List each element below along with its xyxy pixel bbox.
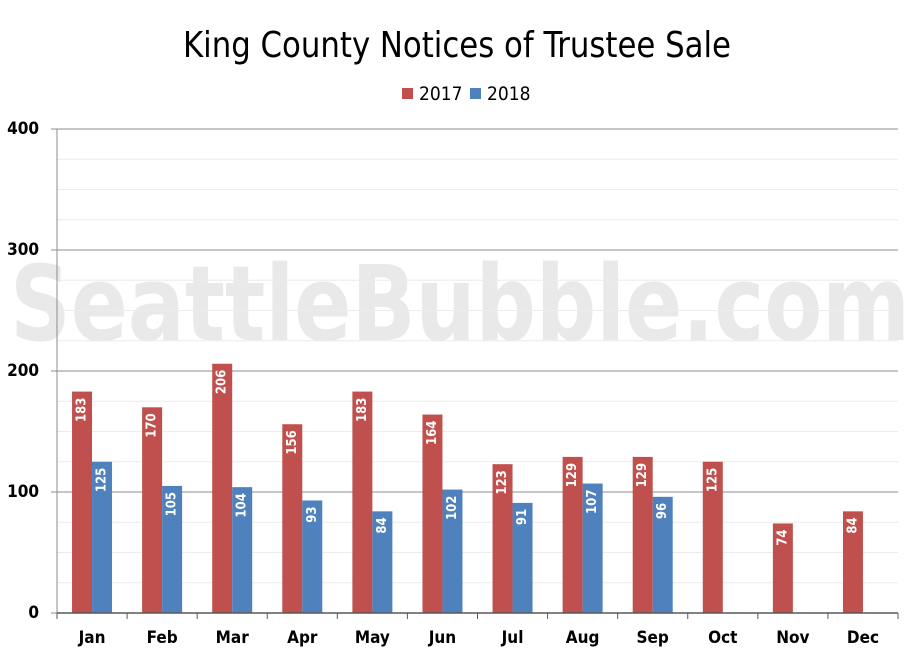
bar-2017-mar [212,363,233,613]
legend-swatch-2017 [402,88,413,99]
data-label-2017-dec: 84 [845,517,860,533]
data-label-2017-jun: 164 [425,421,440,445]
x-tick-label: Feb [147,628,178,648]
data-label-2018-feb: 105 [165,492,180,516]
data-label-2018-jan: 125 [95,468,110,492]
bar-2018-sep [652,496,673,613]
legend-swatch-2018 [470,88,481,99]
gridlines [57,128,898,584]
x-tick-label: Jun [428,628,456,648]
bar-2017-oct [702,461,723,613]
bar-2018-jun [442,489,463,613]
bar-2018-aug [582,483,603,613]
data-label-2017-oct: 125 [705,468,720,492]
y-tick-label: 300 [7,240,39,260]
x-tick-label: Jan [78,628,106,648]
data-label-2017-nov: 74 [775,529,790,545]
bar-2018-mar [232,487,253,613]
data-label-2018-jul: 91 [515,509,530,525]
x-tick-label: Aug [566,628,600,648]
data-label-2018-sep: 96 [655,503,670,519]
data-label-2018-aug: 107 [585,490,600,514]
data-label-2017-may: 183 [355,398,370,422]
bar-2018-feb [162,485,183,613]
data-label-2017-feb: 170 [145,413,160,437]
x-tick-label: Sep [637,628,669,648]
bar-2017-jan [72,391,93,613]
axes: 0 100 200 300 400 Jan Feb Mar Apr May Jun Jul Aug Sep… [7,119,899,648]
bar-2018-jul [512,502,533,613]
x-tick-label: Mar [216,628,250,648]
bar-2017-jul [492,464,513,613]
data-label-2017-jul: 123 [495,470,510,494]
bars: 183 125 170 105 206 104 156 93 183 84 164 102 123 91 1… [72,363,863,613]
data-label-2017-mar: 206 [215,370,230,394]
x-tick-label: Dec [847,628,879,648]
chart-title: King County Notices of Trustee Sale [183,25,731,66]
data-label-2018-may: 84 [375,517,390,533]
x-tick-label: Jul [501,628,524,648]
bar-2017-sep [632,456,653,613]
data-label-2017-jan: 183 [75,398,90,422]
data-label-2017-aug: 129 [565,463,580,487]
y-tick-label: 100 [7,482,39,502]
bar-2017-dec [842,511,863,613]
legend: 2017 2018 [402,83,531,105]
bar-2017-apr [282,424,303,613]
data-label-2018-jun: 102 [445,496,460,520]
data-label-2018-mar: 104 [235,493,250,517]
x-tick-label: Oct [708,628,737,648]
bar-2018-may [372,511,393,613]
y-tick-label: 0 [28,603,39,623]
y-tick-label: 400 [7,119,39,139]
x-tick-label: May [355,628,390,648]
bar-2017-may [352,391,373,613]
bar-2017-nov [772,523,793,613]
bar-2017-jun [422,414,443,613]
watermark: SeattleBubble.com [10,243,910,365]
legend-label-2018: 2018 [487,83,531,105]
x-tick-label: Apr [287,628,318,648]
y-tick-label: 200 [7,361,39,381]
bar-2017-aug [562,456,583,613]
data-label-2017-sep: 129 [635,463,650,487]
data-label-2017-apr: 156 [285,430,300,454]
bar-2017-feb [142,407,163,613]
bar-2018-jan [92,461,113,613]
bar-2018-apr [302,500,323,613]
legend-label-2017: 2017 [419,83,463,105]
x-tick-label: Nov [776,628,809,648]
data-label-2018-apr: 93 [305,506,320,522]
